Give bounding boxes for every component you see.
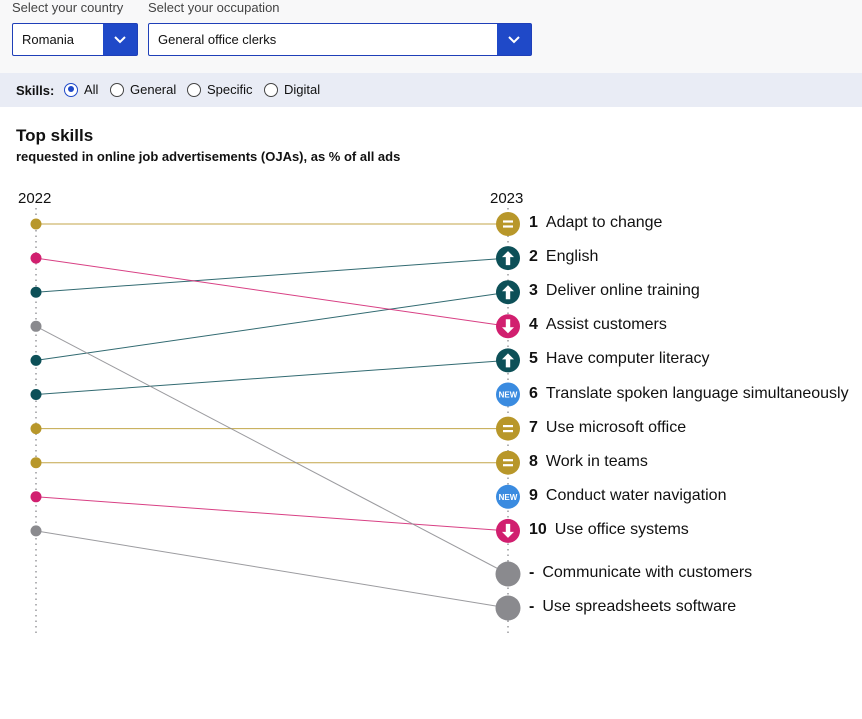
skill-point-2023 — [496, 212, 520, 236]
new-badge-text: NEW — [499, 391, 518, 400]
skill-point-2022 — [30, 423, 42, 435]
year-left-label: 2022 — [18, 190, 52, 207]
skill-rank: - — [529, 564, 535, 581]
skill-item: 2 English — [529, 248, 598, 266]
occupation-dropdown-button[interactable] — [497, 24, 531, 55]
skill-point-2022 — [30, 354, 42, 366]
skill-name: Deliver online training — [545, 282, 700, 300]
skill-point-2022 — [30, 525, 42, 537]
radio-all-label: All — [84, 82, 99, 97]
skill-rank: 1 — [529, 214, 538, 231]
skill-name: Conduct water navigation — [545, 486, 727, 504]
skill-item: 10 Use office systems — [529, 521, 689, 539]
skill-rank: 6 — [529, 384, 538, 402]
year-right-label: 2023 — [490, 190, 524, 207]
skill-point-2022 — [30, 389, 42, 400]
arrow-down-icon — [502, 523, 514, 538]
chevron-down-icon — [114, 35, 126, 43]
arrow-up-icon — [502, 251, 514, 266]
skill-point-2022 — [30, 218, 42, 230]
radio-digital[interactable]: Digital — [264, 82, 320, 97]
skill-name: Translate spoken language simultaneously — [545, 384, 849, 402]
skill-item: 5 Have computer literacy — [529, 350, 710, 368]
arrow-up-icon — [502, 353, 514, 368]
chart-title: Top skills — [16, 126, 94, 145]
radio-digital-indicator[interactable] — [264, 82, 278, 97]
skill-name: Have computer literacy — [545, 350, 710, 368]
arrow-up-icon — [502, 285, 514, 300]
skill-rank: - — [529, 598, 535, 615]
skill-connector-line — [35, 530, 509, 609]
skill-item: - Communicate with customers — [529, 564, 752, 582]
skill-point-2023 — [495, 561, 521, 587]
skill-rank: 7 — [529, 418, 538, 436]
filter-panel: Select your country Select your occupati… — [0, 0, 862, 73]
skill-point-2023 — [496, 484, 520, 509]
skill-rank: 5 — [529, 350, 538, 368]
skill-name: Use office systems — [554, 520, 689, 538]
country-dropdown-button[interactable] — [103, 24, 137, 55]
new-badge-text: NEW — [499, 493, 518, 502]
skill-item: 8 Work in teams — [529, 453, 648, 471]
skill-rank: 4 — [529, 316, 538, 334]
skill-point-2023 — [496, 450, 520, 475]
skill-name: English — [545, 248, 599, 266]
skill-name: Use microsoft office — [545, 418, 687, 436]
arrow-down-icon — [502, 319, 514, 334]
skill-item: 1 Adapt to change — [529, 214, 662, 232]
skill-item: - Use spreadsheets software — [529, 598, 736, 616]
skill-name: Adapt to change — [545, 214, 663, 231]
skill-name: Use spreadsheets software — [542, 598, 737, 615]
skill-point-2022 — [30, 457, 42, 469]
skill-connector-line — [35, 257, 509, 327]
radio-digital-label: Digital — [284, 82, 321, 97]
skill-item: 6 Translate spoken language simultaneousl… — [529, 385, 849, 403]
country-select[interactable]: Romania — [12, 23, 138, 56]
skill-connector-line — [35, 325, 509, 575]
occupation-select-value: General office clerks — [158, 32, 277, 47]
radio-all-indicator[interactable] — [64, 82, 78, 97]
skill-point-2023 — [496, 416, 520, 441]
skill-point-2022 — [30, 286, 42, 298]
skill-name: Communicate with customers — [542, 564, 753, 581]
chevron-down-icon — [508, 35, 520, 43]
radio-all[interactable]: All — [64, 82, 98, 97]
radio-specific-indicator[interactable] — [187, 82, 201, 97]
country-label: Select your country — [12, 0, 124, 15]
skill-name: Assist customers — [545, 316, 667, 334]
skill-connector-line — [35, 359, 509, 395]
skill-item: 4 Assist customers — [529, 316, 667, 334]
skill-point-2022 — [30, 252, 42, 264]
skill-rank: 3 — [529, 282, 538, 300]
skills-filter-bar: Skills: All General Specific Digital — [0, 73, 862, 107]
radio-general-indicator[interactable] — [110, 82, 124, 97]
skill-rank: 8 — [529, 452, 538, 470]
skill-name: Work in teams — [545, 452, 648, 470]
radio-general[interactable]: General — [110, 82, 176, 97]
skill-item: 9 Conduct water navigation — [529, 487, 726, 505]
skill-rank: 9 — [529, 486, 538, 504]
radio-specific[interactable]: Specific — [187, 82, 253, 97]
chart-subtitle: requested in online job advertisements (… — [16, 149, 401, 164]
skill-rank: 10 — [529, 520, 547, 538]
skill-point-2023 — [496, 382, 520, 407]
radio-general-label: General — [130, 82, 177, 97]
skill-point-2022 — [30, 320, 42, 332]
occupation-select[interactable]: General office clerks — [148, 23, 532, 56]
skill-item: 3 Deliver online training — [529, 282, 700, 300]
skill-item: 7 Use microsoft office — [529, 419, 686, 437]
skill-point-2022 — [30, 491, 42, 503]
skill-connector-line — [35, 291, 509, 361]
skill-rank: 2 — [529, 248, 538, 266]
occupation-label: Select your occupation — [148, 0, 280, 15]
skill-connector-line — [35, 257, 509, 293]
skill-point-2023 — [495, 595, 521, 621]
country-select-value: Romania — [22, 32, 75, 47]
skill-connector-line — [35, 496, 509, 532]
skills-filter-label: Skills: — [16, 83, 55, 98]
radio-specific-label: Specific — [207, 82, 253, 97]
